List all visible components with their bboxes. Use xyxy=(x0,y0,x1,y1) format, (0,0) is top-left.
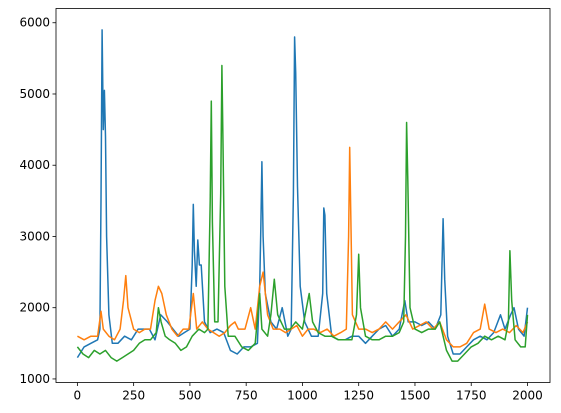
y-tick-label: 1000 xyxy=(19,372,50,386)
x-axis: 0 250 500 750 1000 1250 1500 1750 2000 xyxy=(74,382,543,403)
x-tick-label: 1250 xyxy=(343,389,374,403)
plot-area-frame xyxy=(55,8,551,383)
y-axis: 1000 2000 3000 4000 5000 6000 xyxy=(19,16,56,386)
x-tick-label: 750 xyxy=(235,389,258,403)
y-tick-label: 4000 xyxy=(19,158,50,172)
y-tick-label: 2000 xyxy=(19,301,50,315)
x-tick-label: 0 xyxy=(74,389,82,403)
series-line-3 xyxy=(76,64,529,362)
x-tick-label: 500 xyxy=(178,389,201,403)
series-line-2 xyxy=(77,146,529,348)
series-line-1 xyxy=(76,29,529,358)
y-tick-label: 3000 xyxy=(19,229,50,243)
series-layer xyxy=(76,29,529,362)
x-tick-label: 1000 xyxy=(287,389,318,403)
x-tick-label: 2000 xyxy=(512,389,543,403)
y-tick-label: 6000 xyxy=(19,16,50,30)
y-tick-label: 5000 xyxy=(19,87,50,101)
x-tick-label: 1750 xyxy=(456,389,487,403)
x-tick-label: 250 xyxy=(122,389,145,403)
x-tick-label: 1500 xyxy=(400,389,431,403)
